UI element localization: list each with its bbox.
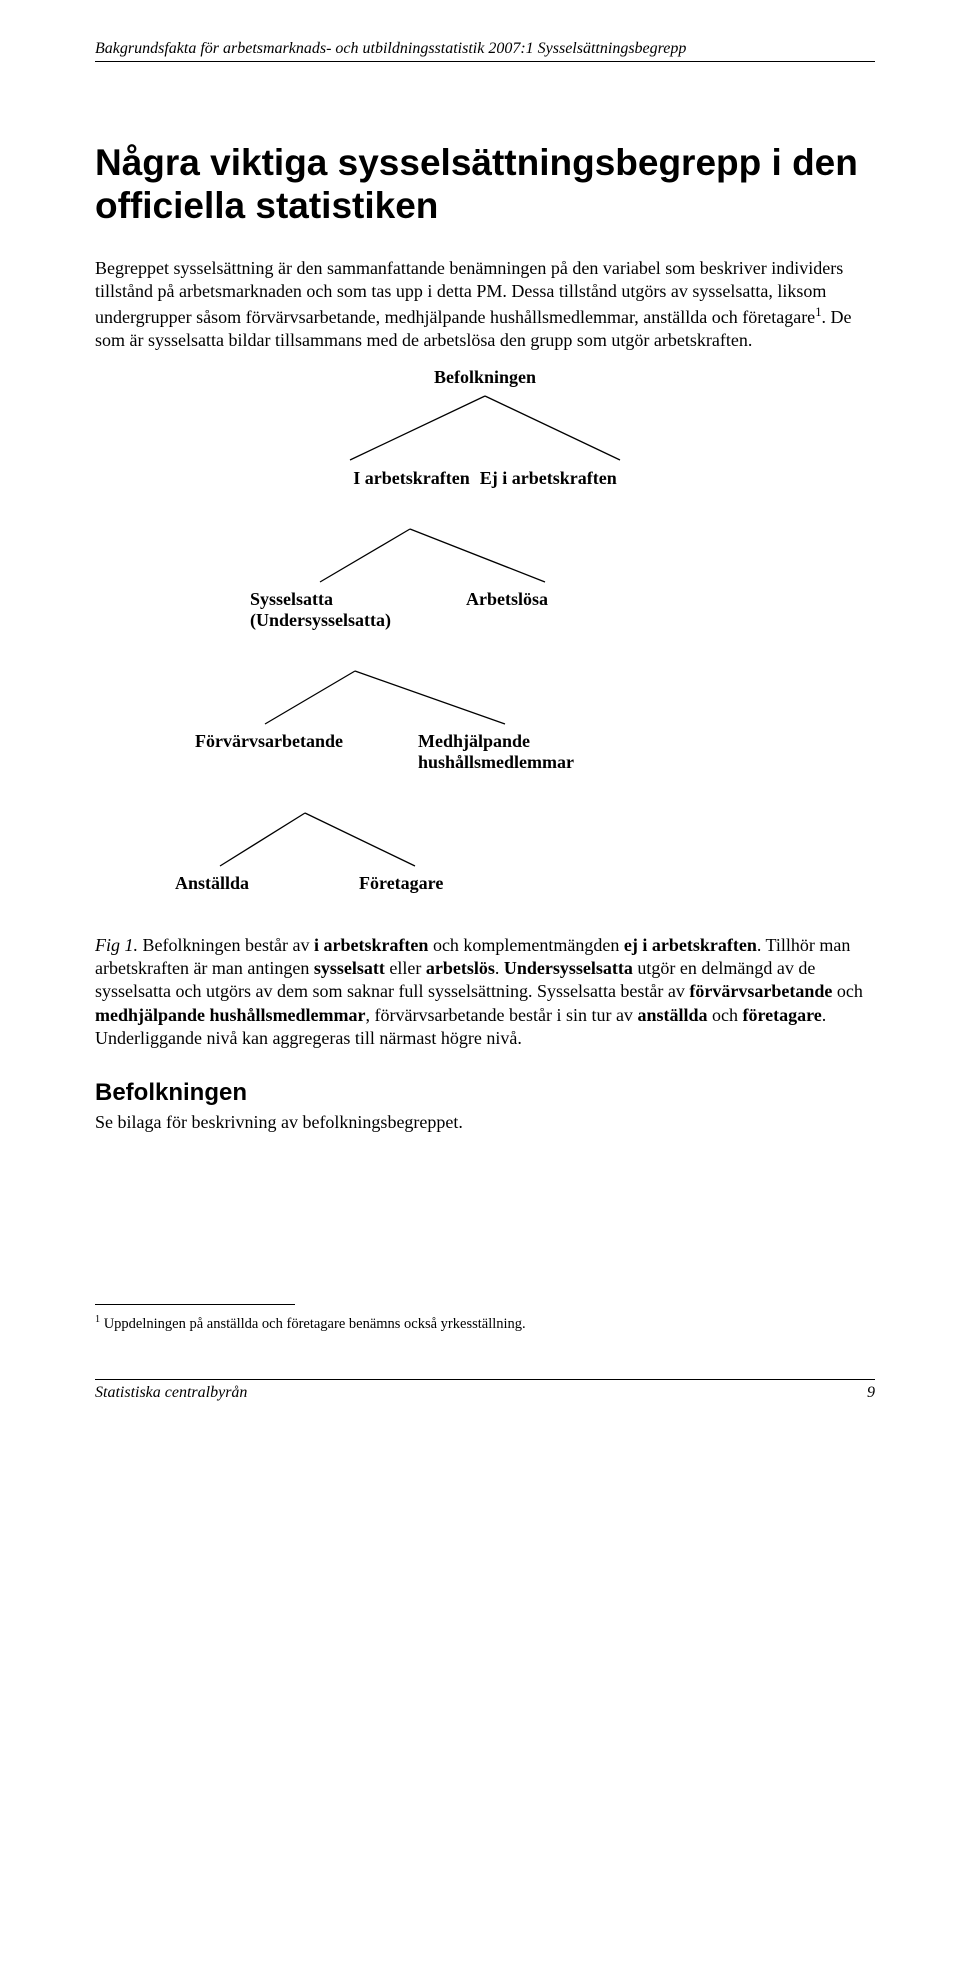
footer-publisher: Statistiska centralbyrån [95,1384,247,1402]
cap-f: sysselsatt [314,958,385,978]
tree-l4a: Anställda [175,873,249,894]
cap-q: och [707,1005,742,1025]
hierarchy-tree: Befolkningen I arbetskraften Ej i arbets… [175,367,795,894]
intro-text-a: Begreppet sysselsättning är den sammanfa… [95,258,843,327]
tree-l3b-1: Medhjälpande [418,731,574,752]
tree-l2a-1: Sysselsatta [250,589,391,610]
tree-connector-2 [175,524,795,589]
tree-l3b-2: hushållsmedlemmar [418,752,574,773]
cap-m: och [832,981,863,1001]
tree-l3a: Förvärvsarbetande [195,731,343,773]
section-body: Se bilaga för beskrivning av befolknings… [95,1111,875,1134]
cap-c: och komplementmängden [428,935,623,955]
cap-l: förvärvsarbetande [689,981,832,1001]
cap-prefix: Fig 1. [95,935,138,955]
cap-b: i arbetskraften [314,935,428,955]
cap-p: anställda [637,1005,707,1025]
tree-root: Befolkningen [175,367,795,388]
cap-d: ej i arbetskraften [624,935,757,955]
tree-l1-b: Ej i arbetskraften [480,468,617,489]
cap-i: . [495,958,504,978]
section-heading: Befolkningen [95,1079,875,1107]
cap-h: arbetslös [426,958,495,978]
running-header: Bakgrundsfakta för arbetsmarknads- och u… [95,40,875,62]
page-footer: Statistiska centralbyrån 9 [95,1379,875,1402]
cap-r: företagare [742,1005,821,1025]
footnote: 1 Uppdelningen på anställda och företaga… [95,1313,875,1334]
tree-l1-a: I arbetskraften [353,468,469,489]
cap-o: , förvärvsarbetande består i sin tur av [366,1005,638,1025]
intro-paragraph: Begreppet sysselsättning är den sammanfa… [95,257,875,353]
footer-page-number: 9 [867,1384,875,1402]
footnote-text: Uppdelningen på anställda och företagare… [100,1316,526,1332]
cap-n: medhjälpande hushållsmedlemmar [95,1005,366,1025]
cap-g: eller [385,958,426,978]
cap-j: Undersysselsatta [504,958,633,978]
tree-l4b: Företagare [359,873,443,894]
tree-level-2: Sysselsatta (Undersysselsatta) Arbetslös… [175,589,795,631]
tree-connector-3 [175,666,795,731]
tree-level-3: Förvärvsarbetande Medhjälpande hushållsm… [175,731,795,773]
tree-level-1: I arbetskraften Ej i arbetskraften [175,468,795,489]
tree-connector-1 [175,388,795,468]
tree-l2b: Arbetslösa [466,589,548,631]
cap-a: Befolkningen består av [138,935,314,955]
tree-connector-4 [175,808,795,873]
tree-l2a-2: (Undersysselsatta) [250,610,391,631]
figure-caption: Fig 1. Befolkningen består av i arbetskr… [95,934,875,1051]
page-title: Några viktiga sysselsättningsbegrepp i d… [95,142,875,227]
tree-level-4: Anställda Företagare [175,873,795,894]
footnote-rule [95,1304,295,1305]
